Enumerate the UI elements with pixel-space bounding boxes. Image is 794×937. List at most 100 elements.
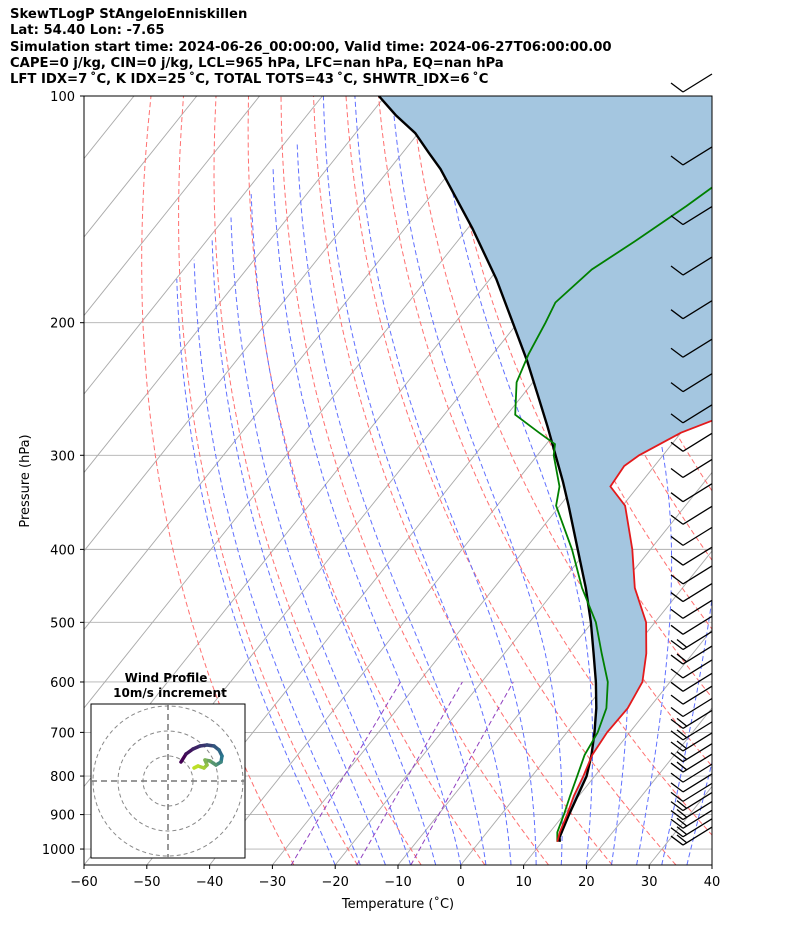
isotherm-line	[523, 628, 712, 865]
x-tick-label: −40	[196, 875, 223, 890]
moist-adiabat-line	[643, 96, 712, 865]
moist-adiabat-line	[250, 194, 437, 865]
dry-adiabat-line	[769, 96, 794, 865]
x-axis-label: Temperature (˚C)	[341, 896, 454, 912]
dry-adiabat-line	[378, 96, 712, 836]
dry-adiabat-line	[141, 96, 295, 865]
wind-barb	[670, 630, 713, 651]
wind-barb	[670, 826, 713, 846]
isotherm-line	[84, 96, 260, 317]
hodograph-ring	[117, 730, 219, 832]
wind-barb	[670, 146, 713, 166]
wind-barb	[670, 546, 713, 566]
wind-barb	[670, 782, 713, 802]
wind-barb	[670, 773, 713, 793]
wind-barb	[670, 818, 713, 838]
dry-adiabat-line	[213, 96, 422, 865]
moist-adiabat-line	[230, 217, 412, 865]
moist-adiabat-line	[176, 278, 336, 865]
dry-adiabat-line	[703, 96, 712, 119]
wind-barb	[670, 300, 713, 320]
x-axis-ticks: −60 −50 −40 −30 −20 −10 0 10 20 30 40	[70, 865, 720, 890]
location-line: Lat: 54.40 Lon: -7.65	[10, 23, 165, 39]
mixing-ratio-line	[290, 681, 401, 865]
wind-barb	[670, 743, 713, 763]
isotherm-line	[460, 550, 712, 865]
wind-barb	[670, 800, 713, 821]
moist-adiabat-line	[391, 96, 563, 865]
y-tick-label: 700	[50, 726, 75, 741]
moist-adiabat-line	[193, 259, 361, 865]
isotherm-line	[209, 236, 712, 865]
wind-barb	[670, 672, 713, 692]
y-axis-ticks: 100 200 300 400 500 600 700 800 900 1000	[42, 90, 84, 858]
x-tick-label: 20	[578, 875, 595, 890]
wind-barb	[670, 256, 713, 276]
isotherm-line	[84, 96, 386, 474]
wind-barbs	[670, 73, 713, 846]
parcel-profile-line	[377, 96, 598, 842]
mixing-ratio-line	[356, 681, 463, 865]
moist-adiabat-line	[211, 239, 386, 865]
y-tick-label: 900	[50, 809, 75, 824]
indices-line-1: CAPE=0 j/kg, CIN=0 j/kg, LCL=965 hPa, LF…	[10, 55, 504, 71]
x-tick-label: 0	[457, 875, 465, 890]
hodograph-trace	[192, 764, 200, 770]
wind-barb	[670, 709, 713, 729]
dry-adiabat-line	[345, 96, 677, 865]
y-tick-label: 100	[50, 90, 75, 105]
wind-barb	[670, 458, 713, 479]
wind-barb	[670, 73, 713, 93]
wind-barb	[670, 483, 713, 503]
cape-area	[378, 96, 712, 842]
moist-adiabat-line	[322, 96, 512, 865]
wind-barb	[670, 526, 713, 546]
wind-barb	[670, 565, 713, 585]
profile-lines	[377, 96, 712, 843]
wind-barb	[670, 809, 713, 829]
isotherm-line	[0, 96, 71, 865]
x-tick-label: −30	[259, 875, 286, 890]
wind-barb	[670, 732, 713, 752]
isotherm-line	[84, 96, 323, 395]
dry-adiabat-line	[178, 96, 358, 865]
y-tick-label: 400	[50, 543, 75, 558]
isotherm-line	[84, 96, 449, 552]
wind-barb	[670, 721, 713, 741]
wind-barb	[670, 659, 713, 679]
temperature-line	[556, 419, 712, 843]
mixing-ratio-line	[410, 681, 514, 865]
wind-barb	[670, 583, 713, 603]
x-tick-label: −10	[384, 875, 411, 890]
wind-barb	[670, 763, 713, 783]
dewpoint-line	[514, 186, 712, 842]
wind-barb	[670, 615, 713, 635]
y-axis-label: Pressure (hPa)	[18, 434, 33, 527]
isotherm-line	[84, 96, 512, 631]
wind-barb	[670, 432, 713, 452]
x-tick-label: 30	[641, 875, 658, 890]
cape-shading	[378, 96, 712, 842]
wind-barb	[670, 792, 713, 812]
y-tick-label: 1000	[42, 843, 75, 858]
time-line: Simulation start time: 2024-06-26_00:00:…	[10, 39, 612, 55]
x-tick-label: 10	[515, 875, 532, 890]
wind-barb	[670, 753, 713, 773]
isotherm-line	[84, 96, 198, 238]
moist-adiabat-line	[272, 168, 462, 865]
x-tick-label: 40	[704, 875, 721, 890]
moist-adiabat-line	[296, 141, 487, 865]
dry-adiabat-line	[280, 96, 549, 865]
indices-line-2: LFT IDX=7 ˚C, K IDX=25 ˚C, TOTAL TOTS=43…	[10, 72, 489, 88]
chart-header: SkewTLogP StAngeloEnniskillen Lat: 54.40…	[10, 7, 612, 88]
chart-title: SkewTLogP StAngeloEnniskillen	[10, 7, 248, 22]
isotherm-line	[711, 864, 712, 865]
y-tick-label: 600	[50, 676, 75, 691]
hodograph-subtitle: 10m/s increment	[113, 686, 227, 700]
wind-barb	[670, 404, 713, 424]
x-tick-label: −60	[70, 875, 97, 890]
wind-barb	[670, 373, 713, 393]
y-tick-label: 800	[50, 770, 75, 785]
y-tick-label: 500	[50, 616, 75, 631]
